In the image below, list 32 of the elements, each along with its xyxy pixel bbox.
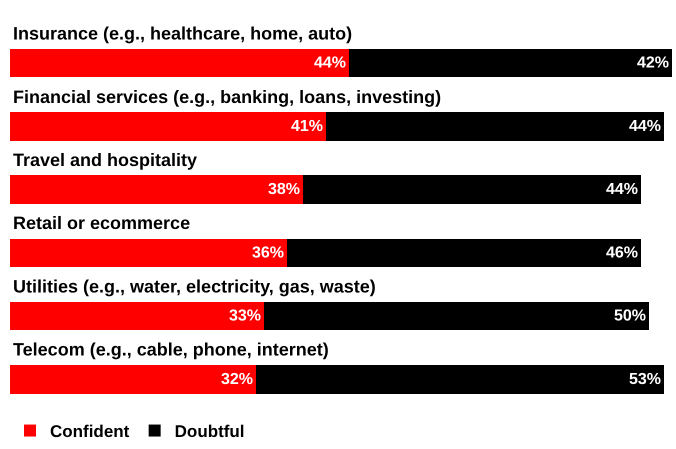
data-label: 46%: [606, 244, 638, 262]
bar: [10, 49, 349, 77]
bar: [10, 112, 326, 141]
data-label: 42%: [636, 54, 669, 72]
bar: [287, 239, 641, 267]
data-label: 50%: [614, 308, 646, 324]
bar: [303, 175, 641, 204]
legend-label: Doubtful: [174, 422, 245, 442]
bar: [326, 112, 664, 141]
y-tick-label: Utilities (e.g., water, electricity, gas, waste): [13, 276, 376, 296]
data-label: 41%: [290, 118, 323, 135]
bar: [10, 365, 256, 394]
y-tick-label: Insurance (e.g., healthcare, home, auto): [13, 24, 352, 44]
bar: [349, 49, 672, 77]
y-tick-label: Retail or ecommerce: [13, 213, 190, 234]
data-label: 44%: [314, 54, 346, 72]
data-label: 36%: [252, 244, 284, 262]
bar: [10, 302, 264, 330]
data-label: 33%: [228, 308, 261, 324]
data-label: 53%: [628, 371, 661, 388]
data-label: 44%: [606, 181, 638, 198]
y-tick-label: Financial services (e.g., banking, loans, investing): [13, 86, 442, 107]
bar: [264, 302, 649, 330]
bar: [256, 365, 664, 394]
bar: [10, 175, 303, 204]
bar: [10, 239, 287, 267]
data-label: 32%: [220, 371, 253, 388]
data-label: 44%: [628, 118, 661, 135]
data-label: 38%: [268, 181, 300, 198]
y-tick-label: Telecom (e.g., cable, phone, internet): [13, 340, 329, 360]
legend-label: Confident: [50, 422, 130, 442]
y-tick-label: Travel and hospitality: [13, 150, 198, 170]
